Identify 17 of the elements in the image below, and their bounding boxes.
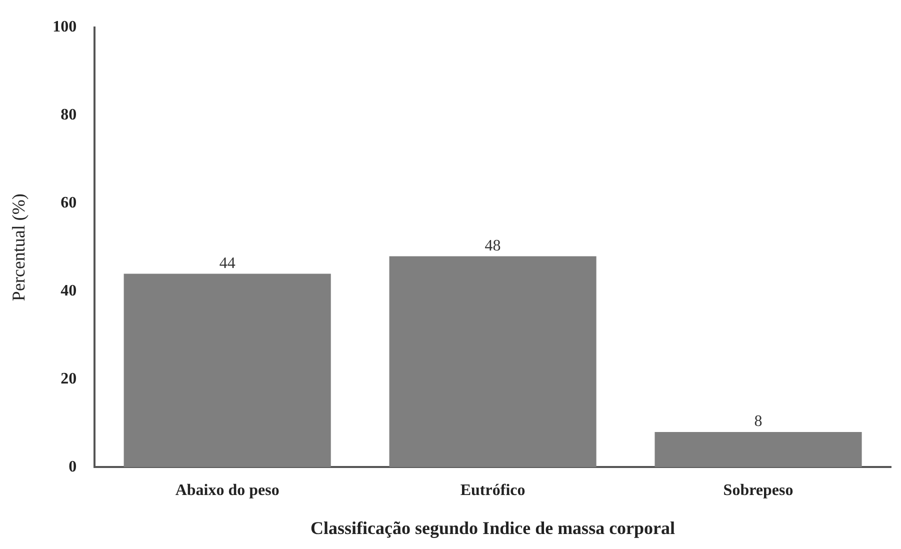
x-tick-label: Abaixo do peso (175, 482, 280, 499)
bar (124, 274, 331, 468)
data-label: 44 (219, 254, 236, 272)
y-tick-label: 20 (60, 370, 77, 388)
x-axis-title: Classificação segundo Indice de massa corporal (310, 518, 676, 538)
data-label: 8 (754, 413, 762, 430)
y-tick-label: 40 (60, 282, 77, 300)
y-tick-label: 0 (68, 458, 77, 476)
bar (389, 256, 596, 468)
y-tick-label: 100 (52, 18, 77, 36)
data-label: 48 (484, 237, 501, 254)
y-tick-label: 80 (60, 106, 77, 124)
x-tick-label: Eutrófico (460, 482, 526, 499)
y-tick-label: 60 (60, 194, 77, 212)
bar (654, 432, 862, 468)
x-tick-label: Sobrepeso (723, 482, 794, 499)
y-axis-title: Percentual (%) (8, 194, 29, 302)
